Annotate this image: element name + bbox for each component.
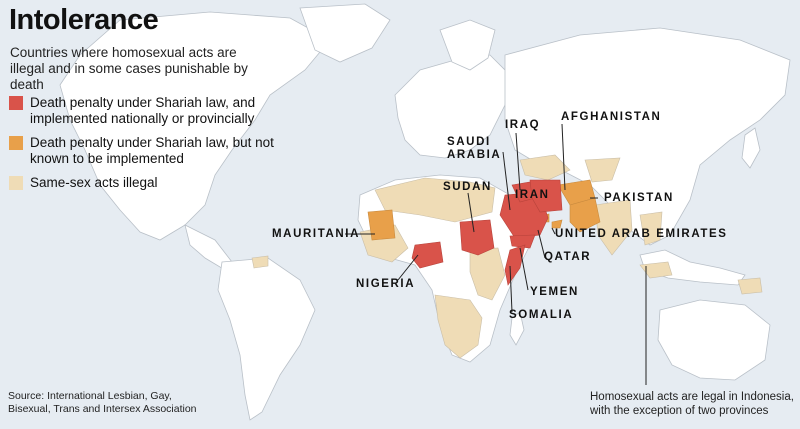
source-note: Source: International Lesbian, Gay, Bise… <box>8 390 197 415</box>
legend-item-implemented: Death penalty under Shariah law, and imp… <box>9 95 290 127</box>
label-somalia: SOMALIA <box>509 309 574 321</box>
legend: Death penalty under Shariah law, and imp… <box>9 95 290 199</box>
map-subtitle: Countries where homosexual acts are ille… <box>10 45 248 92</box>
leader-lines <box>345 123 647 385</box>
scandinavia <box>439 19 496 71</box>
label-sudan: SUDAN <box>443 181 492 193</box>
map-title: Intolerance <box>9 4 159 36</box>
label-pakistan: PAKISTAN <box>604 192 674 204</box>
indonesia-note: Homosexual acts are legal in Indonesia, … <box>590 391 794 417</box>
legend-swatch-not-implemented <box>9 136 23 150</box>
qatar-leader <box>537 229 546 259</box>
label-yemen: YEMEN <box>530 286 579 298</box>
southern-africa-illegal <box>434 294 483 359</box>
illegal-regions <box>251 154 763 359</box>
somalia-leader <box>509 265 513 313</box>
label-afghanistan: AFGHANISTAN <box>561 111 662 123</box>
madagascar <box>509 311 525 346</box>
greenland <box>299 3 391 63</box>
central-asia-illegal <box>584 157 621 183</box>
nigeria-region <box>411 241 444 269</box>
label-uae: UNITED ARAB EMIRATES <box>555 228 728 240</box>
implemented-regions <box>411 179 563 286</box>
australia <box>657 299 771 381</box>
sudan-region <box>459 219 495 256</box>
saudi-arabia-leader <box>502 151 511 211</box>
uae-leader <box>551 227 556 235</box>
caucasus-illegal <box>519 154 571 181</box>
not-implemented-regions <box>367 179 601 241</box>
legend-swatch-illegal <box>9 176 23 190</box>
iraq-leader <box>515 132 521 191</box>
japan <box>741 127 761 169</box>
caribbean-illegal <box>251 255 269 269</box>
uae-region <box>551 219 563 229</box>
south-america <box>217 257 316 421</box>
label-qatar: QATAR <box>544 251 592 263</box>
legend-label-not-implemented: Death penalty under Shariah law, but not… <box>30 135 274 166</box>
sudan-leader <box>467 192 475 233</box>
india-region-illegal <box>594 199 633 256</box>
nigeria-leader <box>397 254 419 281</box>
yemen-leader <box>519 247 529 291</box>
label-iran: IRAN <box>515 189 550 201</box>
north-africa-illegal <box>374 177 496 223</box>
label-saudi-arabia: SAUDI ARABIA <box>447 136 502 161</box>
label-iraq: IRAQ <box>505 119 541 131</box>
legend-label-illegal: Same-sex acts illegal <box>30 175 158 190</box>
legend-label-implemented: Death penalty under Shariah law, and imp… <box>30 95 256 126</box>
pakistan-region <box>569 197 601 233</box>
iran-region <box>529 179 563 213</box>
malaysia-illegal <box>639 261 673 279</box>
label-nigeria: NIGERIA <box>356 278 416 290</box>
label-mauritania: MAURITANIA <box>272 228 360 240</box>
afghanistan-leader <box>561 123 566 191</box>
east-africa-illegal <box>469 247 506 301</box>
png-illegal <box>737 277 763 295</box>
myanmar-region-illegal <box>639 211 663 246</box>
legend-item-not-implemented: Death penalty under Shariah law, but not… <box>9 135 290 167</box>
legend-swatch-implemented <box>9 96 23 110</box>
land-masses <box>59 3 791 421</box>
yemen-region <box>509 234 536 249</box>
legend-item-illegal: Same-sex acts illegal <box>9 175 290 191</box>
mauritania-region <box>367 209 396 241</box>
